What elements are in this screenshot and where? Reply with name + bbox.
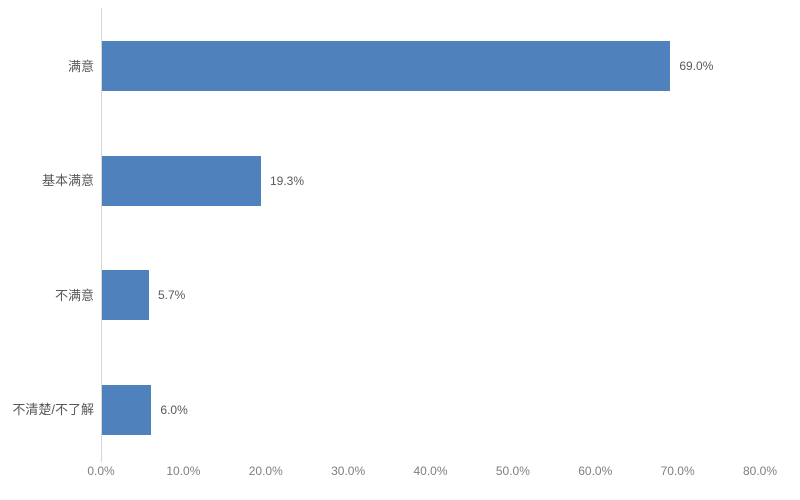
bar xyxy=(102,41,671,92)
value-label: 6.0% xyxy=(160,402,188,417)
category-label: 基本满意 xyxy=(41,173,94,189)
category-axis-line xyxy=(101,8,102,462)
category-label: 不清楚/不了解 xyxy=(12,402,94,418)
category-label: 满意 xyxy=(67,58,94,74)
value-label: 19.3% xyxy=(269,173,304,188)
x-axis-tick-label: 80.0% xyxy=(742,464,778,478)
x-axis-tick-label: 50.0% xyxy=(495,464,530,478)
x-axis-tick-label: 60.0% xyxy=(578,464,613,478)
value-label: 69.0% xyxy=(679,59,714,74)
x-axis-tick-label: 10.0% xyxy=(166,464,201,478)
x-axis-tick-label: 70.0% xyxy=(660,464,695,478)
category-label: 不满意 xyxy=(54,287,94,303)
x-axis-tick-label: 20.0% xyxy=(248,464,283,478)
bar xyxy=(102,270,149,321)
bar xyxy=(102,155,261,206)
value-label: 5.7% xyxy=(157,288,186,303)
x-axis-tick-label: 30.0% xyxy=(331,464,366,478)
x-axis-tick-label: 40.0% xyxy=(413,464,448,478)
x-axis-tick-label: 0.0% xyxy=(87,464,115,478)
bar xyxy=(102,384,152,435)
